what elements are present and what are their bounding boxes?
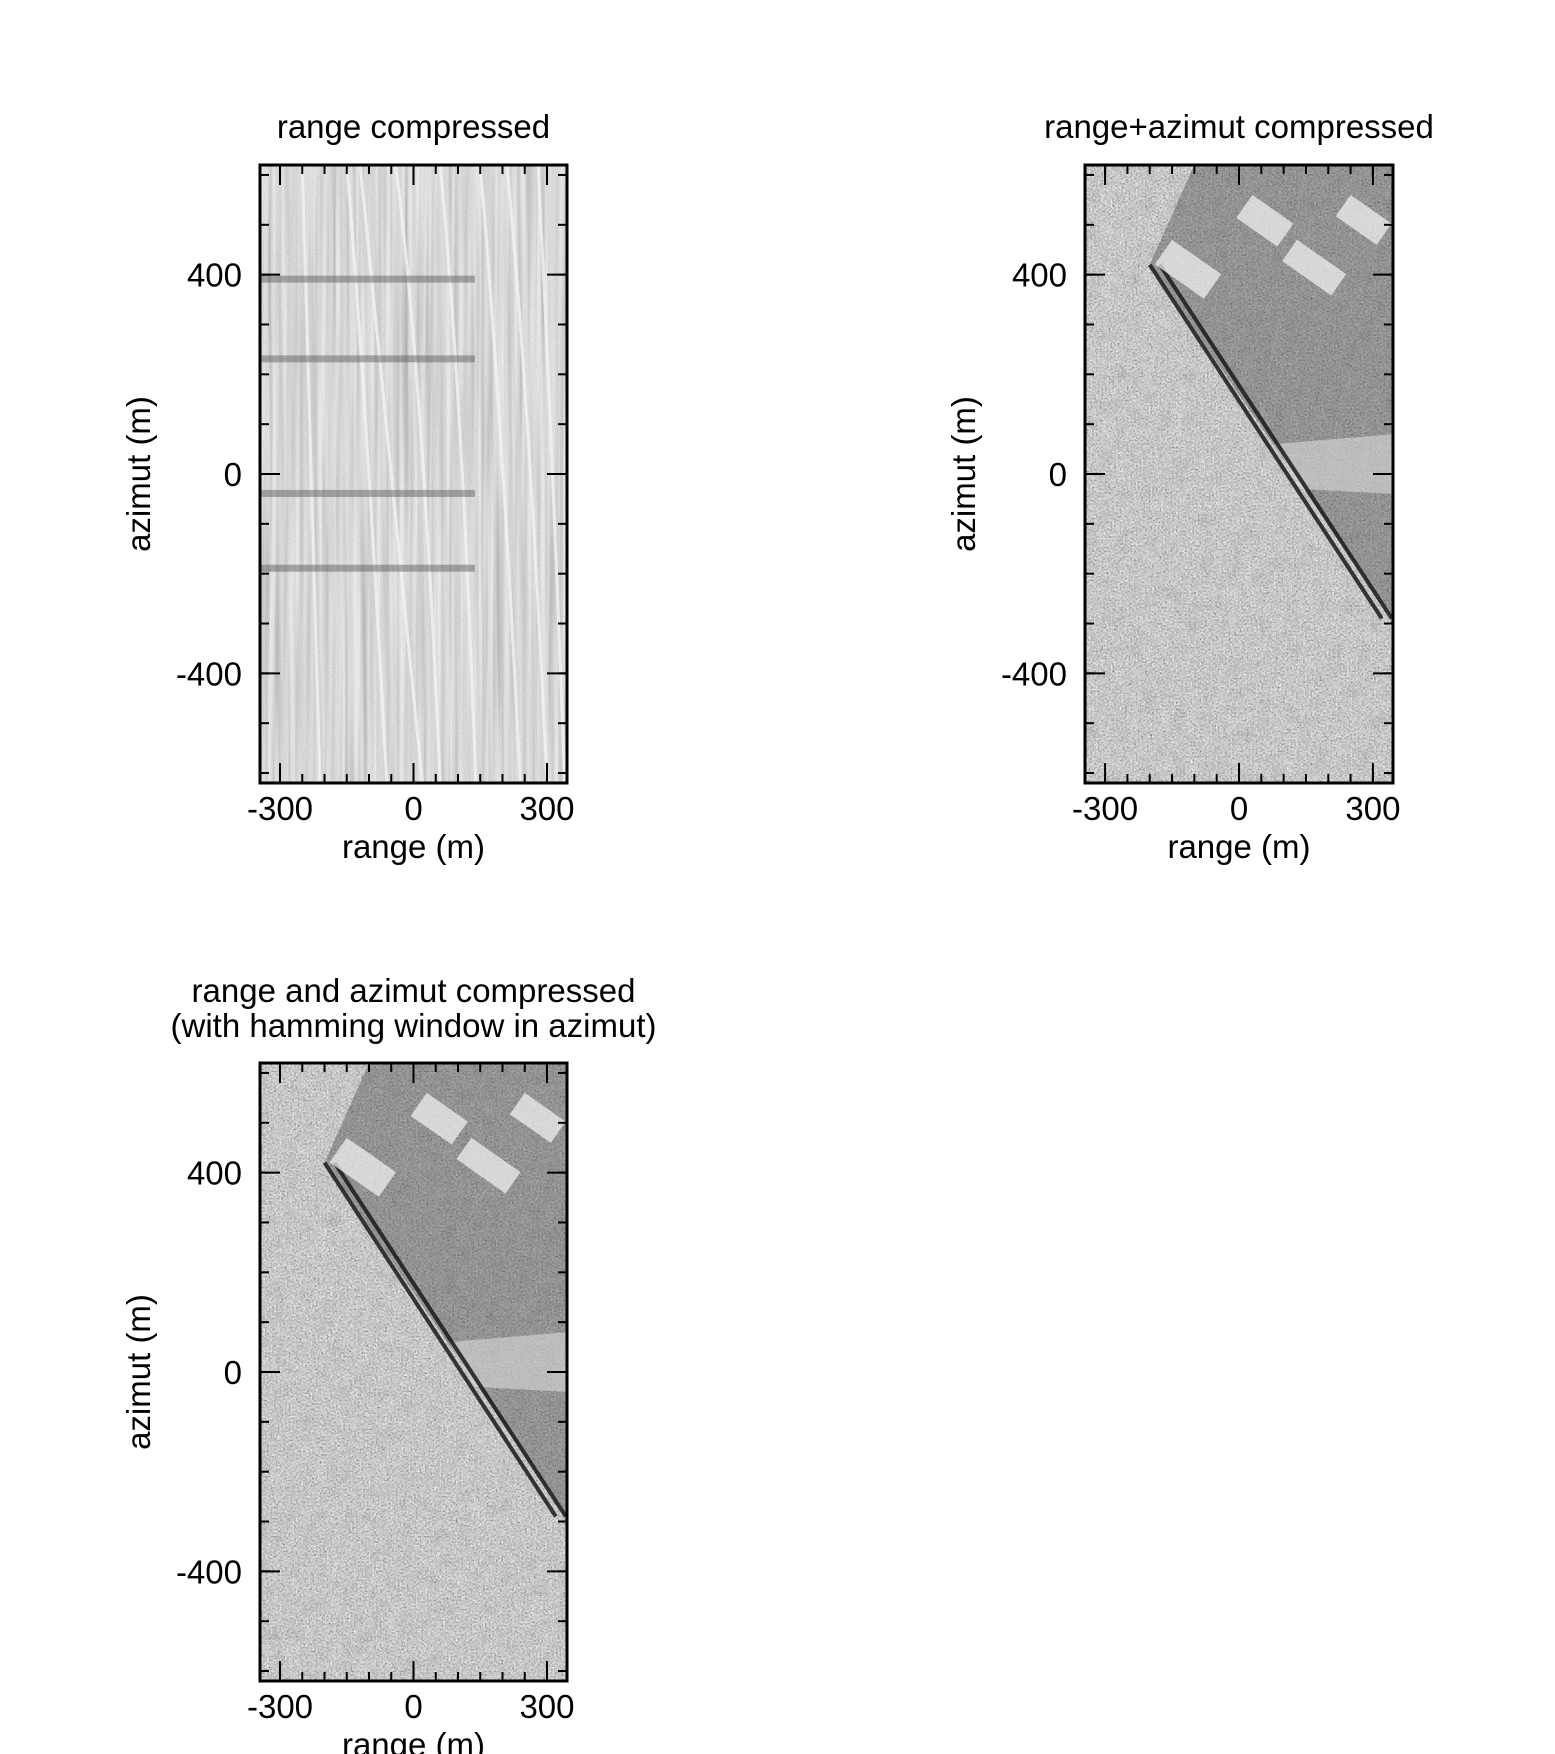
sar-image: [260, 1063, 567, 1681]
x-axis-label: range (m): [342, 828, 485, 865]
y-tick-label: 400: [1012, 257, 1067, 294]
dark-row: [260, 564, 475, 572]
sar-image: [1085, 165, 1393, 783]
building-block: [1282, 239, 1347, 296]
building-block: [1236, 194, 1294, 247]
y-tick-label: 0: [224, 1354, 242, 1391]
panel-2: range+azimut compressed -300 0 300 400 0 -400 r…: [945, 108, 1434, 865]
panel-3: range and azimut compressed(with hamming…: [120, 972, 657, 1754]
bright-band: [449, 1332, 567, 1392]
x-axis-label: range (m): [342, 1726, 485, 1754]
y-axis-label: azimut (m): [945, 396, 982, 552]
y-tick-label: 0: [224, 456, 242, 493]
x-tick-label: 0: [404, 1688, 422, 1725]
road-line: [1148, 263, 1384, 620]
building-block: [410, 1092, 468, 1145]
x-tick-label: -300: [247, 1688, 313, 1725]
y-axis-label: azimut (m): [120, 396, 157, 552]
dark-row: [260, 489, 475, 497]
building-block: [1335, 194, 1392, 245]
panel-1: range compressed -300 0 300 400 0 -400 range (m…: [120, 108, 575, 865]
bright-streak: [300, 165, 322, 783]
building-block: [456, 1137, 521, 1194]
x-tick-label: -300: [1072, 790, 1138, 827]
y-tick-label: -400: [176, 655, 242, 692]
x-tick-label: 300: [519, 1688, 574, 1725]
chart-title: range and azimut compressed: [192, 972, 636, 1009]
y-tick-label: 400: [187, 1155, 242, 1192]
bright-streak: [478, 165, 522, 783]
road-line: [1158, 263, 1393, 620]
x-tick-label: 0: [1230, 790, 1248, 827]
dark-row: [260, 275, 475, 283]
bright-streak: [536, 165, 567, 783]
x-tick-label: 0: [404, 790, 422, 827]
y-tick-label: 400: [187, 257, 242, 294]
dark-row: [260, 355, 475, 363]
road-line: [322, 1161, 558, 1518]
road-line: [332, 1161, 567, 1518]
chart-title: (with hamming window in azimut): [171, 1007, 657, 1044]
sar-image: [260, 165, 567, 783]
bright-streak: [505, 165, 549, 783]
building-block: [509, 1092, 566, 1143]
building-block: [1154, 239, 1222, 299]
building-block: [329, 1137, 396, 1197]
x-axis-label: range (m): [1167, 828, 1310, 865]
x-tick-label: 300: [1345, 790, 1400, 827]
bright-band: [1274, 434, 1393, 494]
bright-streak: [394, 165, 442, 783]
chart-title: range+azimut compressed: [1044, 108, 1434, 145]
x-tick-label: 300: [519, 790, 574, 827]
y-tick-label: -400: [176, 1553, 242, 1590]
chart-title: range compressed: [277, 108, 550, 145]
y-axis-label: azimut (m): [120, 1294, 157, 1450]
y-tick-label: 0: [1049, 456, 1067, 493]
x-tick-label: -300: [247, 790, 313, 827]
bright-streak: [345, 165, 389, 783]
bright-streak: [358, 165, 424, 783]
bright-streak: [438, 165, 478, 783]
y-tick-label: -400: [1001, 655, 1067, 692]
